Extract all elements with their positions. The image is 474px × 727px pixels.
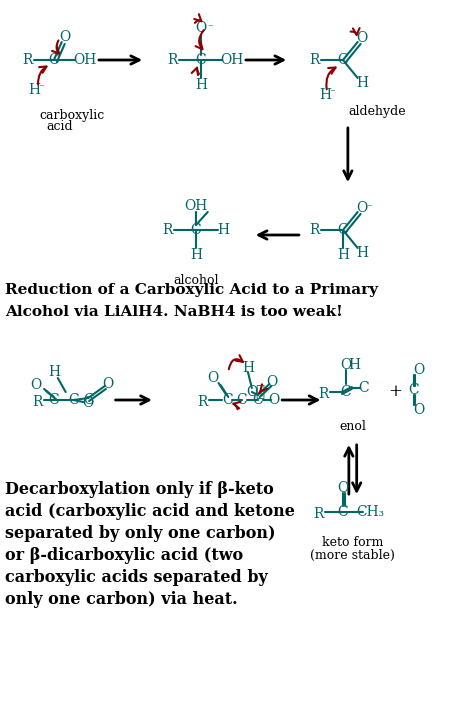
- Text: R: R: [310, 223, 320, 237]
- Text: O: O: [266, 375, 277, 389]
- Text: H: H: [195, 78, 207, 92]
- Text: R: R: [313, 507, 324, 521]
- Text: C: C: [48, 393, 59, 407]
- Text: O: O: [337, 481, 348, 495]
- Text: H: H: [218, 223, 229, 237]
- Text: C: C: [83, 393, 93, 407]
- Text: C: C: [337, 223, 348, 237]
- Text: Decarboxylation only if β-keto: Decarboxylation only if β-keto: [5, 481, 273, 499]
- Text: H: H: [337, 248, 349, 262]
- Text: OH: OH: [184, 199, 208, 213]
- Text: C: C: [337, 53, 348, 67]
- Text: R: R: [318, 387, 328, 401]
- Text: R: R: [32, 395, 43, 409]
- Text: O: O: [31, 378, 42, 392]
- Text: C: C: [237, 393, 247, 407]
- Text: O: O: [195, 21, 207, 35]
- Text: O: O: [356, 31, 367, 45]
- Text: only one carbon) via heat.: only one carbon) via heat.: [5, 592, 237, 608]
- Text: ⁻: ⁻: [208, 23, 214, 33]
- Text: separated by only one carbon): separated by only one carbon): [5, 526, 275, 542]
- Text: Alcohol via LiAlH4. NaBH4 is too weak!: Alcohol via LiAlH4. NaBH4 is too weak!: [5, 305, 343, 319]
- Text: alcohol: alcohol: [173, 273, 219, 286]
- Text: aldehyde: aldehyde: [348, 105, 406, 119]
- Text: C: C: [337, 505, 348, 519]
- Text: Reduction of a Carboxylic Acid to a Primary: Reduction of a Carboxylic Acid to a Prim…: [5, 283, 378, 297]
- Text: O: O: [59, 30, 70, 44]
- Text: R: R: [310, 53, 320, 67]
- Text: O: O: [356, 201, 367, 215]
- Text: H: H: [356, 76, 369, 90]
- Text: O: O: [102, 377, 113, 391]
- Text: carboxylic: carboxylic: [39, 108, 104, 121]
- Text: C: C: [222, 393, 233, 407]
- Text: C: C: [252, 393, 263, 407]
- Text: ⋯: ⋯: [255, 385, 264, 399]
- Text: C: C: [341, 385, 351, 399]
- Text: O: O: [413, 403, 424, 417]
- Text: H: H: [319, 88, 331, 102]
- Text: R: R: [198, 395, 208, 409]
- Text: +: +: [388, 384, 402, 401]
- Text: R: R: [167, 53, 178, 67]
- Text: (more stable): (more stable): [310, 548, 395, 561]
- Text: O: O: [82, 396, 94, 410]
- Text: OH: OH: [220, 53, 244, 67]
- Text: H: H: [349, 358, 361, 372]
- Text: O: O: [413, 363, 424, 377]
- Text: O: O: [207, 371, 218, 385]
- Text: O: O: [246, 385, 257, 399]
- Text: H: H: [242, 361, 254, 375]
- Text: ⁻: ⁻: [366, 203, 373, 213]
- Text: or β-dicarboxylic acid (two: or β-dicarboxylic acid (two: [5, 547, 243, 564]
- Text: C: C: [48, 53, 59, 67]
- Text: C: C: [68, 393, 79, 407]
- Text: acid (carboxylic acid and ketone: acid (carboxylic acid and ketone: [5, 504, 295, 521]
- Text: CH₃: CH₃: [356, 505, 384, 519]
- Text: enol: enol: [339, 420, 366, 433]
- Text: O: O: [268, 393, 279, 407]
- Text: R: R: [22, 53, 33, 67]
- Text: OH: OH: [73, 53, 97, 67]
- Text: H: H: [190, 248, 202, 262]
- Text: H: H: [28, 83, 40, 97]
- Text: C: C: [196, 53, 206, 67]
- Text: C: C: [191, 223, 201, 237]
- Text: H: H: [48, 365, 60, 379]
- Text: H: H: [356, 246, 369, 260]
- Text: carboxylic acids separated by: carboxylic acids separated by: [5, 569, 268, 587]
- Text: ⁻: ⁻: [38, 83, 44, 93]
- Text: acid: acid: [46, 121, 73, 134]
- Text: R: R: [163, 223, 173, 237]
- Text: keto form: keto form: [322, 536, 383, 548]
- Text: ⁻: ⁻: [329, 88, 335, 98]
- Text: O: O: [340, 358, 352, 372]
- Text: C: C: [408, 383, 419, 397]
- Text: C: C: [358, 381, 369, 395]
